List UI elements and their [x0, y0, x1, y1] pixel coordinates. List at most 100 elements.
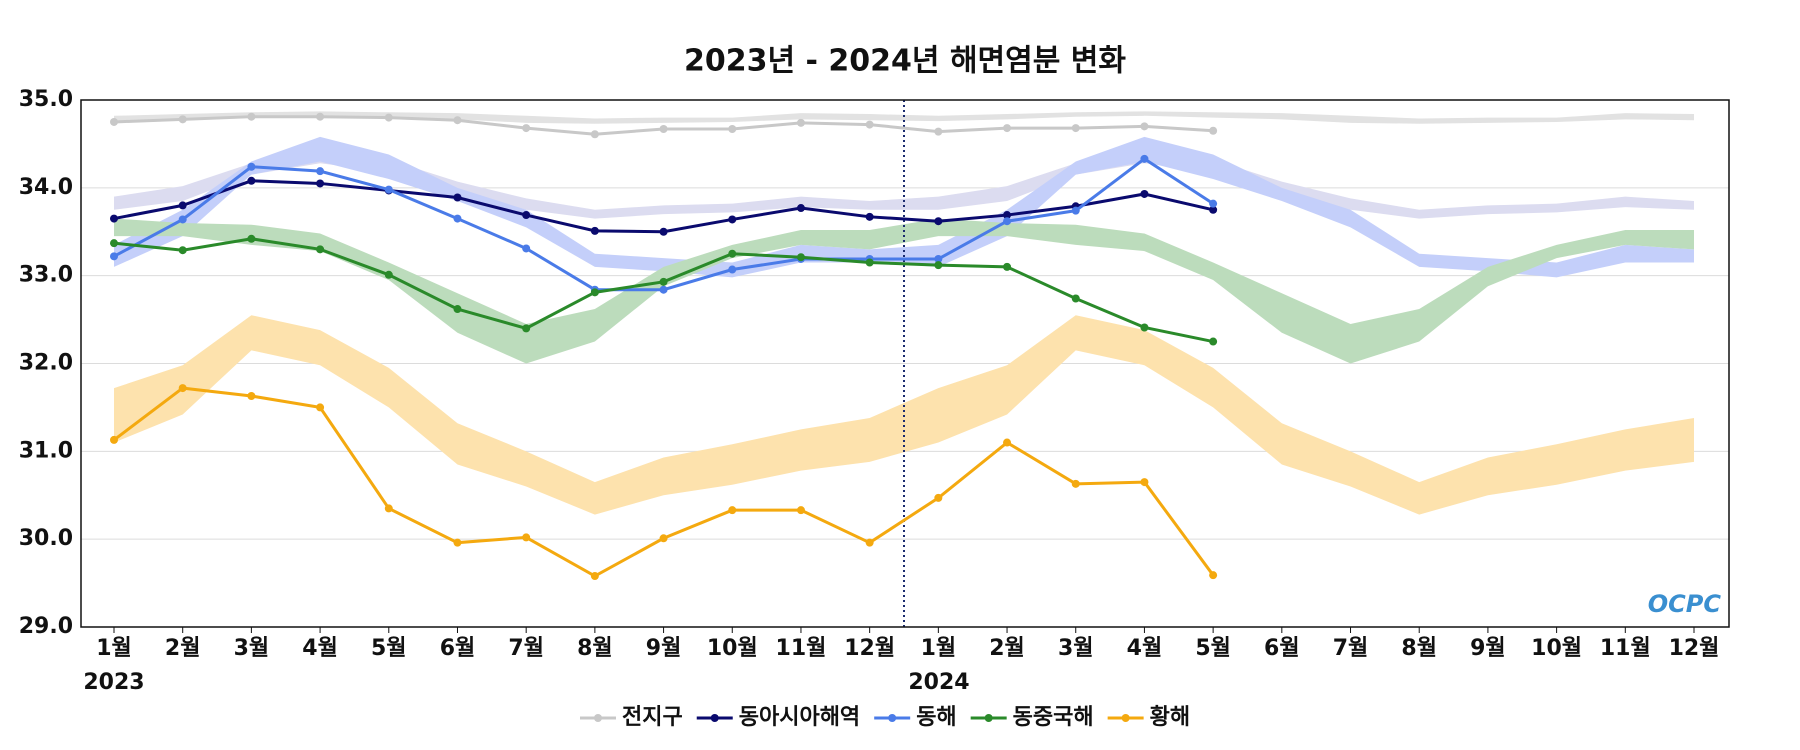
data-point — [110, 117, 118, 126]
data-point — [659, 534, 668, 543]
x-tick-label: 3월 — [1058, 636, 1094, 661]
legend-label: 전지구 — [622, 705, 683, 730]
x-tick-label: 6월 — [440, 636, 476, 661]
data-point — [453, 305, 462, 314]
x-tick-label: 6월 — [1264, 636, 1300, 661]
legend-dot — [1121, 714, 1130, 722]
legend-label: 황해 — [1150, 705, 1190, 730]
y-tick-label: 32.0 — [19, 351, 73, 376]
data-point — [1003, 211, 1012, 220]
x-tick-label: 2월 — [989, 636, 1025, 661]
data-point — [247, 176, 256, 185]
data-point — [1140, 478, 1149, 487]
data-point — [1209, 337, 1218, 346]
y-tick-label: 34.0 — [19, 175, 73, 200]
x-tick-label: 5월 — [371, 636, 407, 661]
x-tick-label: 12월 — [844, 636, 895, 661]
data-point — [934, 254, 943, 263]
data-point — [178, 384, 187, 393]
legend-dot — [594, 714, 602, 722]
legend: 전지구 동아시아해역 동해 동중국해 황해 — [580, 705, 1190, 730]
x-tick-label: 1월 — [96, 636, 132, 661]
plot-frame — [80, 99, 1730, 628]
x-tick-label: 8월 — [577, 636, 613, 661]
year-label: 2023 — [83, 670, 144, 695]
data-point — [659, 227, 668, 236]
x-tick-label: 4월 — [1127, 636, 1163, 661]
data-point — [316, 112, 325, 121]
y-tick-label: 30.0 — [19, 526, 73, 551]
legend-label: 동해 — [916, 705, 956, 730]
x-tick-label: 7월 — [508, 636, 544, 661]
x-tick-label: 10월 — [707, 636, 758, 661]
data-point — [1003, 262, 1012, 271]
legend-dot — [984, 714, 993, 722]
data-point — [728, 506, 737, 515]
data-point — [590, 226, 599, 235]
x-tick-label: 10월 — [1531, 636, 1582, 661]
year-label: 2024 — [908, 670, 969, 695]
x-tick-label: 1월 — [921, 636, 957, 661]
data-point — [178, 115, 187, 124]
data-point — [178, 201, 187, 210]
data-point — [110, 252, 118, 261]
legend-dot — [888, 714, 897, 722]
data-point — [522, 324, 531, 333]
data-point — [247, 162, 256, 171]
data-point — [796, 118, 805, 127]
x-tick-label: 11월 — [1600, 636, 1651, 661]
x-tick-label: 2월 — [165, 636, 201, 661]
data-point — [590, 130, 599, 139]
data-point — [1071, 294, 1080, 303]
data-point — [865, 258, 874, 267]
data-point — [1071, 206, 1080, 215]
data-point — [659, 285, 668, 294]
data-point — [659, 277, 668, 286]
data-point — [865, 212, 874, 221]
data-point — [384, 270, 393, 279]
data-point — [110, 435, 118, 444]
data-point — [590, 288, 599, 297]
data-point — [1209, 571, 1218, 580]
legend-label: 동아시아해역 — [739, 705, 860, 730]
data-point — [522, 244, 531, 253]
data-point — [522, 211, 531, 220]
data-point — [1209, 205, 1218, 214]
data-point — [453, 193, 462, 202]
data-point — [384, 113, 393, 122]
data-point — [384, 504, 393, 513]
y-tick-label: 35.0 — [19, 87, 73, 112]
data-point — [1003, 438, 1012, 447]
data-point — [453, 116, 462, 125]
data-point — [1003, 124, 1012, 133]
x-tick-label: 5월 — [1195, 636, 1231, 661]
data-point — [796, 253, 805, 262]
data-point — [522, 124, 531, 133]
x-tick-label: 4월 — [302, 636, 338, 661]
data-point — [865, 538, 874, 547]
chart-title: 2023년 - 2024년 해면염분 변화 — [684, 44, 1126, 79]
legend-label: 동중국해 — [1013, 705, 1094, 730]
data-point — [934, 493, 943, 502]
logo: OCPC — [1648, 590, 1722, 618]
data-point — [728, 265, 737, 274]
band — [114, 111, 1694, 124]
data-point — [728, 124, 737, 133]
x-tick-label: 3월 — [234, 636, 270, 661]
data-point — [865, 120, 874, 129]
band — [114, 152, 1694, 219]
data-point — [453, 214, 462, 223]
data-point — [178, 246, 187, 255]
data-point — [316, 167, 325, 176]
x-tick-label: 11월 — [776, 636, 827, 661]
data-point — [453, 538, 462, 547]
data-point — [728, 249, 737, 258]
legend-dot — [710, 714, 719, 722]
data-point — [934, 217, 943, 226]
x-tick-label: 9월 — [1470, 636, 1506, 661]
x-tick-label: 8월 — [1401, 636, 1437, 661]
data-point — [178, 215, 187, 224]
data-point — [1209, 126, 1218, 135]
y-tick-label: 31.0 — [19, 438, 73, 463]
